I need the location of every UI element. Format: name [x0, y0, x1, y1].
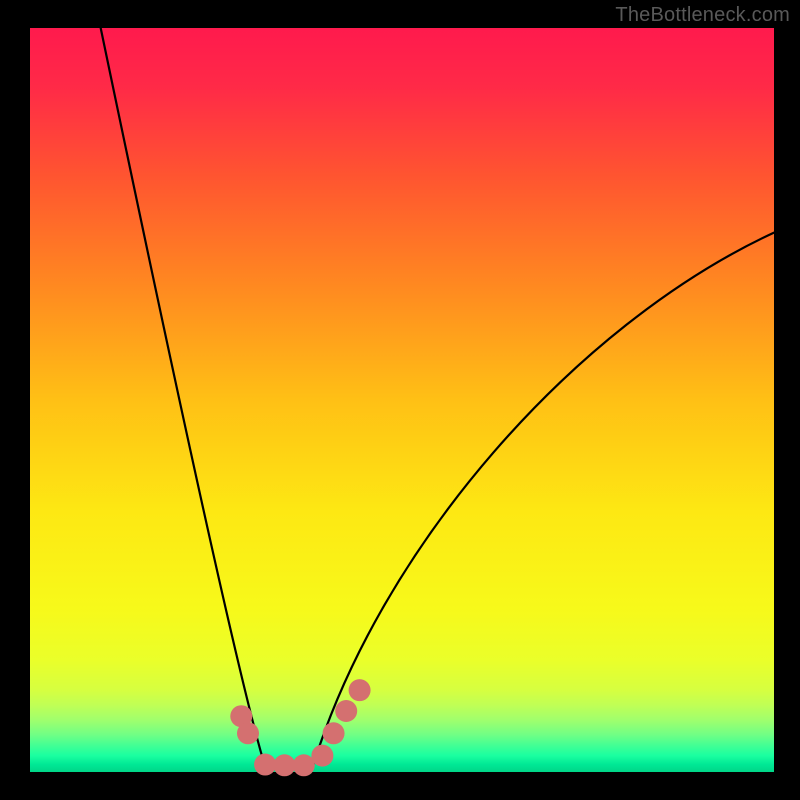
chart-container: TheBottleneck.com	[0, 0, 800, 800]
plot-background	[30, 28, 774, 772]
marker-point	[335, 700, 357, 722]
marker-point	[293, 754, 315, 776]
watermark-text: TheBottleneck.com	[615, 4, 790, 27]
marker-point	[273, 754, 295, 776]
marker-point	[311, 745, 333, 767]
marker-point	[323, 722, 345, 744]
marker-point	[254, 754, 276, 776]
bottleneck-chart	[0, 0, 800, 800]
marker-point	[349, 679, 371, 701]
marker-point	[237, 722, 259, 744]
